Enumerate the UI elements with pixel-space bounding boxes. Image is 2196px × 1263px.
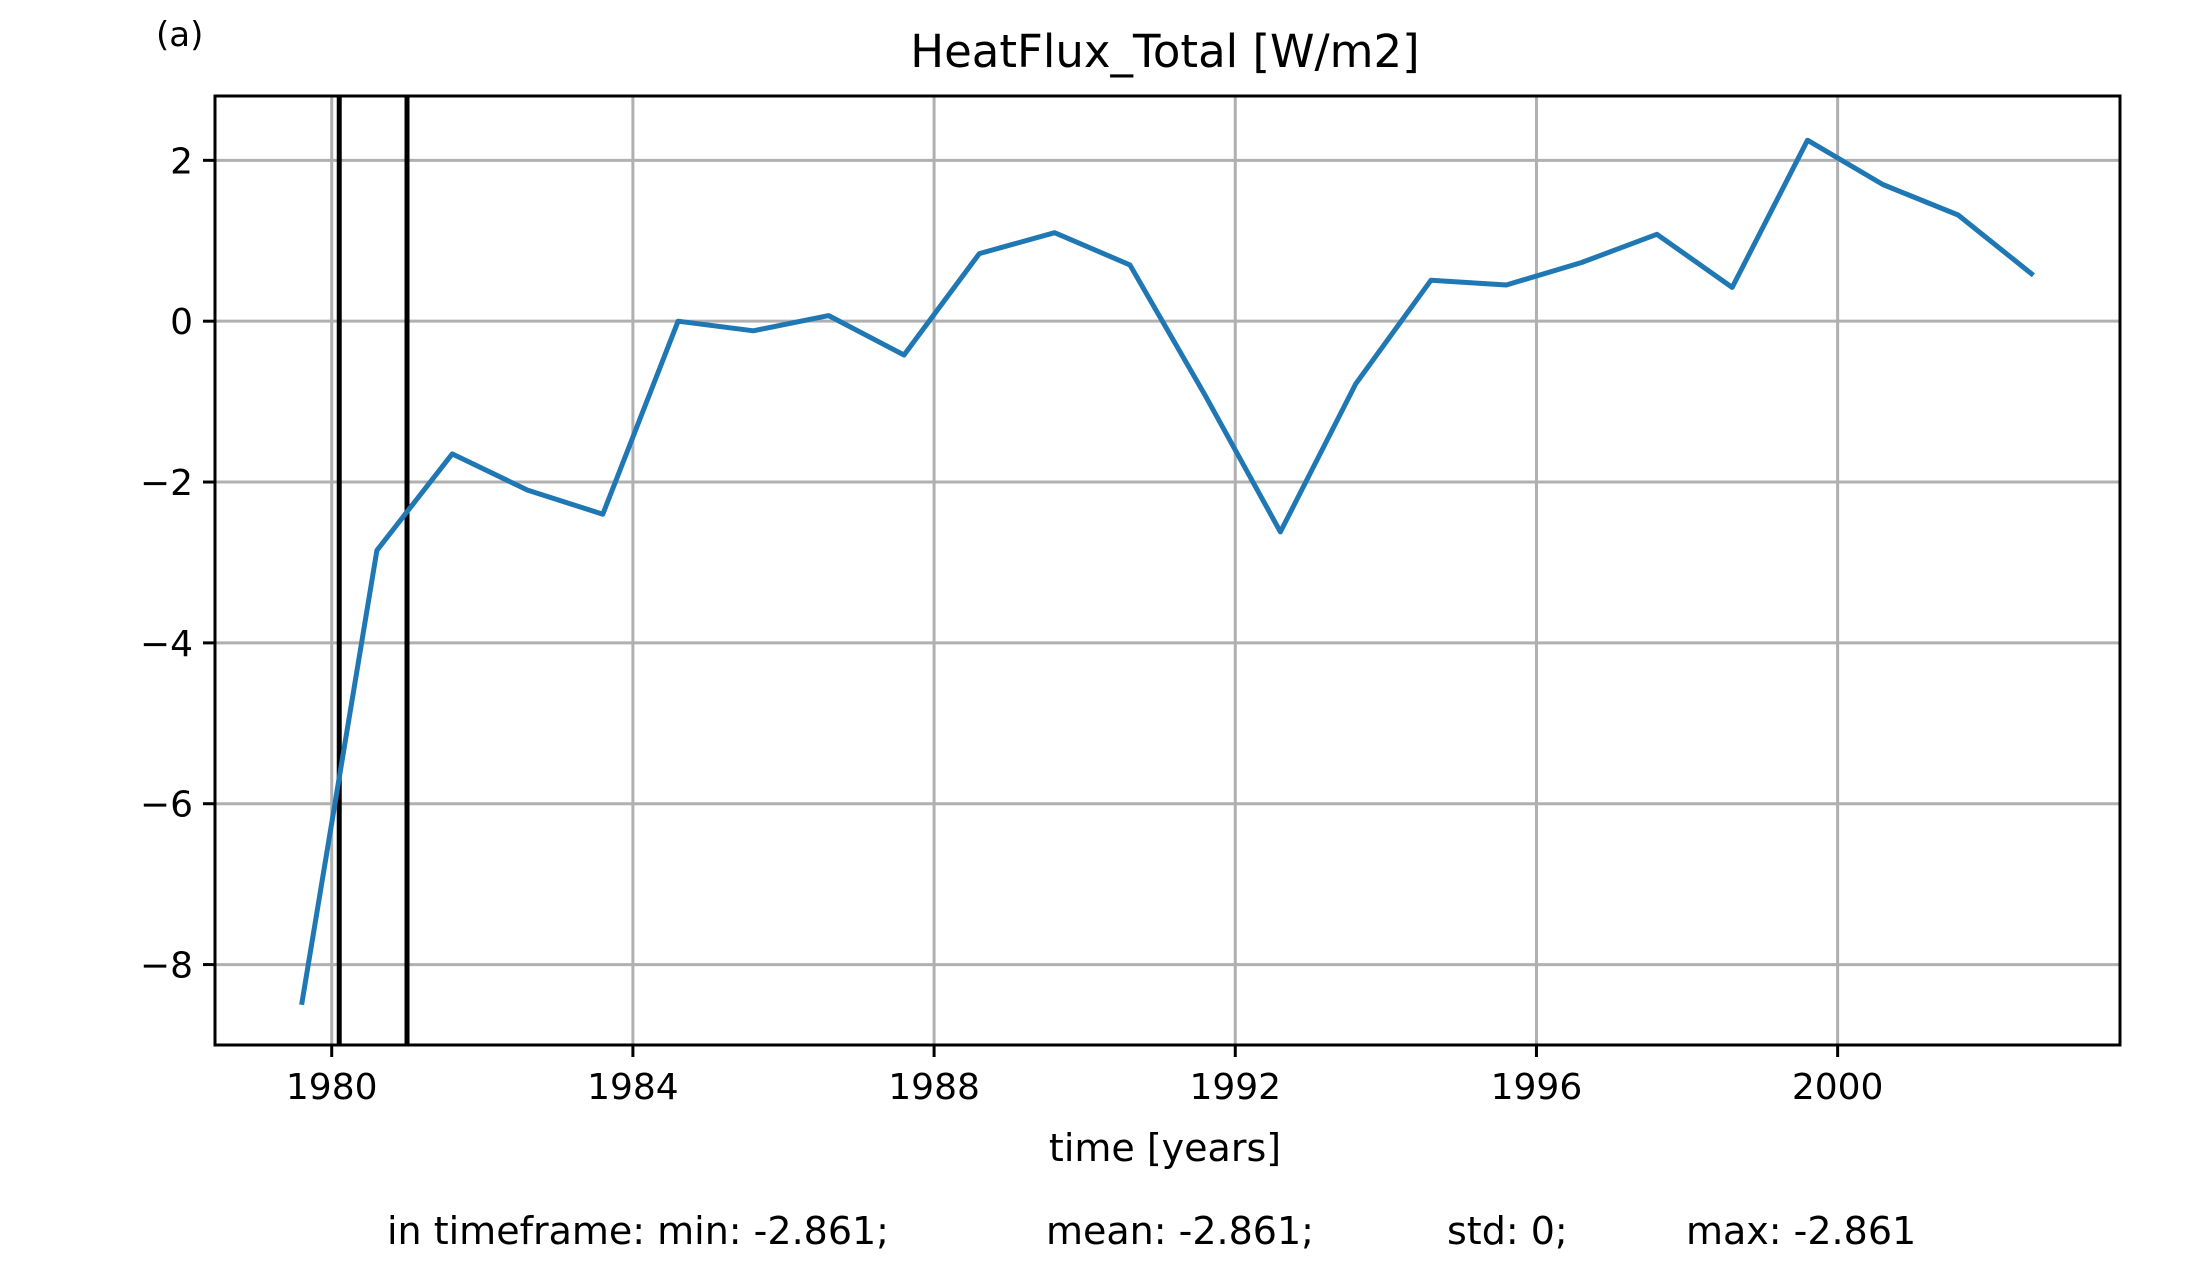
grid <box>215 96 2120 1045</box>
footer-std: std: 0; <box>1447 1209 1568 1253</box>
x-tick-label-1988: 1988 <box>888 1067 980 1108</box>
plot-frame <box>213 94 2122 1047</box>
y-tick-label--8: −8 <box>140 946 193 987</box>
series-line-1 <box>299 137 2035 1006</box>
y-tick-label-2: 2 <box>170 141 193 182</box>
panel-label: (a) <box>156 15 203 55</box>
chart-title: HeatFlux_Total [W/m2] <box>910 25 1419 78</box>
vertical-markers <box>336 96 410 1045</box>
series-group <box>299 137 2035 1006</box>
y-tick-label-0: 0 <box>170 302 193 343</box>
y-tick-label--2: −2 <box>140 463 193 504</box>
y-tick-label--4: −4 <box>140 624 193 665</box>
footer-min: in timeframe: min: -2.861; <box>387 1209 889 1253</box>
x-tick-label-2000: 2000 <box>1792 1067 1884 1108</box>
y-tick-label--6: −6 <box>140 785 193 826</box>
x-tick-label-1996: 1996 <box>1491 1067 1583 1108</box>
x-tick-label-1992: 1992 <box>1189 1067 1281 1108</box>
x-axis-label: time [years] <box>1049 1126 1281 1170</box>
y-axis: −8 −6 −4 −2 0 2 <box>140 141 215 987</box>
footer-max: max: -2.861 <box>1686 1209 1916 1253</box>
footer-mean: mean: -2.861; <box>1046 1209 1314 1253</box>
x-axis: 1980 1984 1988 1992 1996 2000 <box>286 1045 1884 1108</box>
x-tick-label-1984: 1984 <box>587 1067 679 1108</box>
x-tick-label-1980: 1980 <box>286 1067 378 1108</box>
